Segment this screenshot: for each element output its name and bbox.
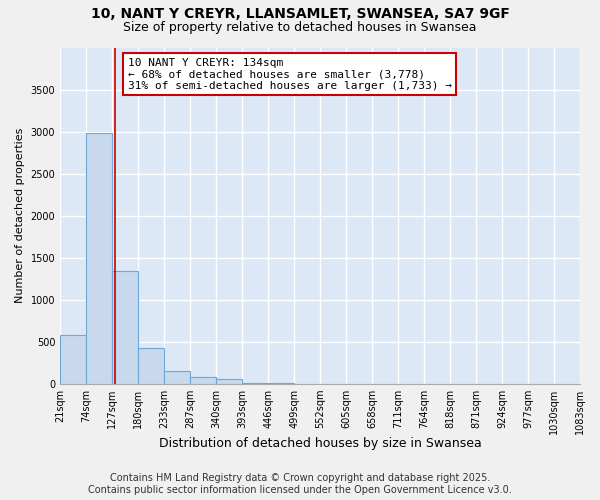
Text: Contains HM Land Registry data © Crown copyright and database right 2025.
Contai: Contains HM Land Registry data © Crown c… <box>88 474 512 495</box>
Bar <box>112 272 138 384</box>
Text: Size of property relative to detached houses in Swansea: Size of property relative to detached ho… <box>123 21 477 34</box>
Y-axis label: Number of detached properties: Number of detached properties <box>15 128 25 304</box>
Bar <box>242 383 268 384</box>
Bar <box>60 336 86 384</box>
Bar <box>164 371 190 384</box>
X-axis label: Distribution of detached houses by size in Swansea: Distribution of detached houses by size … <box>159 437 481 450</box>
Bar <box>190 376 217 384</box>
Text: 10 NANT Y CREYR: 134sqm
← 68% of detached houses are smaller (3,778)
31% of semi: 10 NANT Y CREYR: 134sqm ← 68% of detache… <box>128 58 452 91</box>
Bar <box>217 380 242 384</box>
Text: 10, NANT Y CREYR, LLANSAMLET, SWANSEA, SA7 9GF: 10, NANT Y CREYR, LLANSAMLET, SWANSEA, S… <box>91 8 509 22</box>
Bar <box>138 348 164 384</box>
Bar <box>86 134 112 384</box>
